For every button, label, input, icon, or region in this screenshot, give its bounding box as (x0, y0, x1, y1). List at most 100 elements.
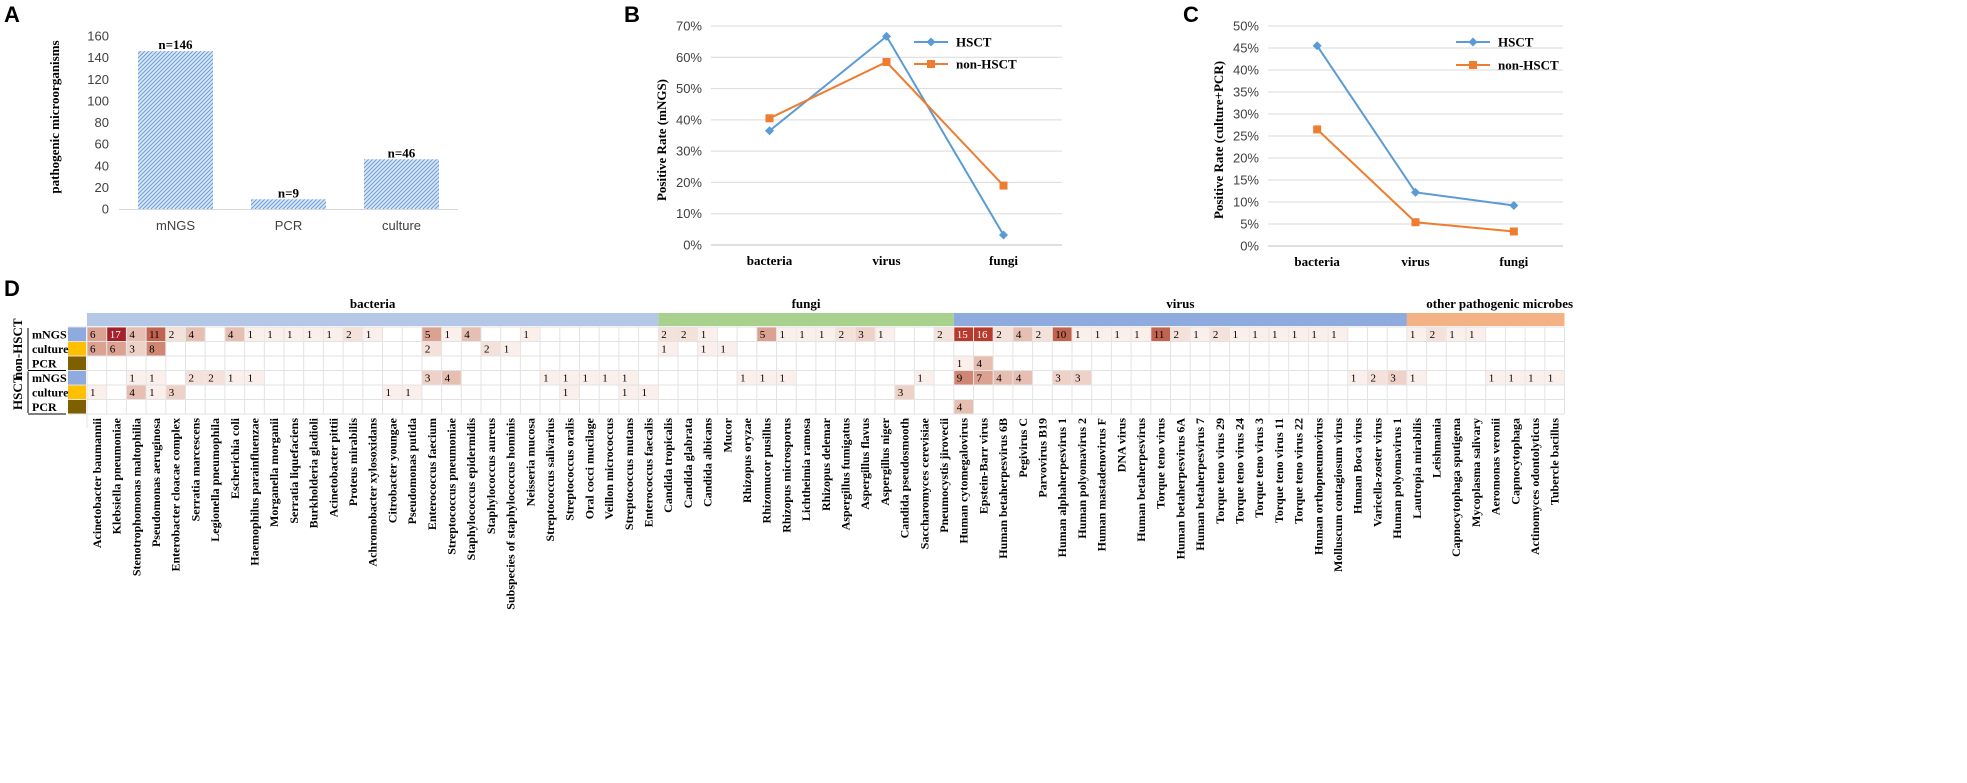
panel-d-cell-value: 4 (1016, 373, 1022, 385)
panel-b-legend-marker (926, 37, 936, 47)
panel-d-column-label: Candida pseudosmooth (898, 418, 912, 539)
panel-c-legend-marker (1468, 37, 1478, 47)
panel-d-cell (87, 385, 107, 399)
panel-d-cell (1072, 371, 1092, 385)
panel-b-category-labels: bacteria virus fungi (747, 253, 1019, 268)
panel-d-column-label: Leishmania (1429, 418, 1443, 478)
panel-d-cell (1348, 371, 1367, 385)
panel-d-cell-value: 1 (1489, 373, 1495, 385)
panel-d-cell (1446, 327, 1466, 341)
panel-d-cell-value: 1 (1331, 329, 1337, 341)
panel-c-data-point (1509, 227, 1518, 236)
panel-d-cell-value: 1 (1252, 329, 1258, 341)
panel-d-grid (68, 326, 1565, 428)
panel-d-group-label: other pathogenic microbes (1426, 296, 1573, 311)
panel-d-cell (87, 342, 107, 356)
panel-d-cell-value: 1 (1134, 329, 1140, 341)
panel-d-cell-value: 2 (189, 373, 195, 385)
panel-a-y-tick-label: 80 (95, 115, 109, 130)
panel-d-cell (107, 327, 126, 341)
panel-d-cell-value: 1 (878, 329, 884, 341)
panel-d-column-label: Aspergillus fumigatus (838, 418, 852, 531)
panel-d-cell (540, 371, 560, 385)
panel-d-cell (1289, 327, 1308, 341)
panel-c-data-point (1411, 218, 1420, 227)
panel-b-data-point (999, 230, 1008, 240)
panel-d-cell (245, 327, 264, 341)
panel-d-cell-value: 2 (996, 329, 1002, 341)
panel-c-series (1312, 41, 1519, 236)
panel-d-cell-value: 1 (1410, 373, 1416, 385)
panel-a-y-tick-label: 140 (87, 50, 109, 65)
panel-d-column-label: Lautropia mirabilis (1410, 418, 1424, 519)
panel-d-cell (560, 385, 579, 399)
panel-c-y-tick-label: 20% (1233, 151, 1259, 166)
panel-d-cell (107, 342, 126, 356)
panel-d-cell-value: 1 (248, 329, 254, 341)
panel-b-data-point (882, 31, 891, 41)
panel-d-cell-value: 11 (149, 329, 160, 341)
panel-c-y-axis-label: Positive Rate (culture+PCR) (1211, 61, 1226, 219)
panel-c-category-label: virus (1401, 254, 1429, 269)
panel-b-data-point (765, 114, 774, 123)
panel-d-cell (816, 327, 836, 341)
panel-d-cell (993, 371, 1013, 385)
panel-d-cell-value: 1 (642, 387, 648, 399)
panel-d-cell (974, 356, 993, 370)
panel-d-cell (1387, 371, 1407, 385)
panel-d-cell (1308, 327, 1328, 341)
panel-d-cell-value: 1 (228, 373, 234, 385)
panel-c-line-chart: C Positive Rate (culture+PCR) 0% 5% 10% 15%… (1183, 2, 1563, 269)
panel-a-y-tick-label: 20 (95, 180, 109, 195)
panel-b-line-chart: B Positive Rate (mNGS) 0% 10% 20% 30% 40% 50%… (624, 2, 1062, 268)
panel-d-cell-value: 3 (858, 329, 864, 341)
panel-d-column-label: Pseudomonas putida (405, 418, 419, 524)
panel-c-y-tick-label: 30% (1233, 107, 1259, 122)
panel-b-y-tick-label: 50% (676, 81, 702, 96)
panel-d-column-label: Rhizopus oryzae (740, 417, 754, 503)
panel-d-cell (619, 371, 639, 385)
panel-d-cell-value: 1 (720, 344, 726, 356)
panel-c-legend: HSCT non-HSCT (1456, 35, 1559, 73)
panel-d-cell-value: 1 (740, 373, 746, 385)
panel-d-row-label: mNGS (32, 371, 67, 385)
panel-d-cell-value: 2 (839, 329, 845, 341)
panel-d-column-labels: Acinetobacter baumannii Klebsiella pneumo… (90, 417, 1562, 609)
panel-d-cell-value: 1 (523, 329, 529, 341)
panel-d-cell (186, 371, 205, 385)
panel-d-cell-value: 4 (977, 358, 983, 370)
panel-d-column-label: Enterobacter cloacae complex (169, 418, 183, 572)
panel-d-cell-value: 4 (129, 329, 135, 341)
panel-b-category-label: virus (872, 253, 900, 268)
panel-d-group-bar (658, 313, 954, 326)
panel-d-column-label: Klebsiella pneumoniae (110, 417, 124, 534)
panel-d-cell (836, 327, 855, 341)
panel-d-column-label: Streptococcus mutans (622, 418, 636, 530)
panel-d-cell (126, 385, 146, 399)
panel-d-cell (520, 327, 540, 341)
panel-d-cell-value: 4 (1016, 329, 1022, 341)
panel-d-column-label: Human polyomavirus 1 (1390, 418, 1404, 539)
panel-d-cell (895, 385, 914, 399)
panel-d-cohort-label: HSCT (10, 374, 25, 410)
panel-d-column-label: Torque teno virus (1154, 418, 1168, 509)
panel-d-cell (954, 400, 973, 414)
panel-d-cell-value: 6 (110, 344, 116, 356)
panel-d-column-label: Candida glabrata (681, 418, 695, 508)
panel-d-cell-value: 1 (1095, 329, 1101, 341)
panel-d-cell-value: 1 (583, 373, 589, 385)
panel-d-cell-value: 1 (445, 329, 451, 341)
panel-d-cell-value: 3 (1390, 373, 1396, 385)
panel-b-legend-label: HSCT (956, 35, 992, 50)
panel-d-cell-value: 16 (977, 329, 989, 341)
panel-d-column-label: Serratia marcescens (188, 418, 202, 522)
panel-d-cell (914, 371, 934, 385)
panel-d-row-swatch (68, 342, 86, 356)
panel-d-cell-value: 1 (622, 387, 628, 399)
panel-d-row-swatch (68, 356, 86, 370)
panel-b-data-point (765, 126, 774, 136)
panel-d-group-label: virus (1166, 296, 1194, 311)
panel-d-column-label: Acinetobacter baumannii (90, 417, 104, 548)
